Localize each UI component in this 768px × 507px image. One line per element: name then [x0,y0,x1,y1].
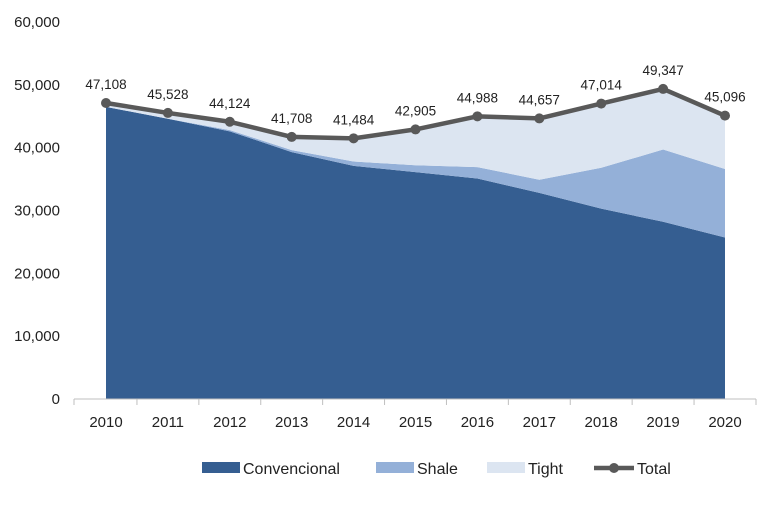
y-tick-label: 20,000 [14,265,60,282]
legend-swatch-tight [487,462,525,473]
x-tick-label: 2014 [337,414,370,431]
y-tick-label: 30,000 [14,203,60,220]
y-tick-label: 10,000 [14,328,60,345]
x-tick-label: 2019 [646,414,679,431]
data-label: 41,708 [271,111,312,126]
total-marker [162,107,173,118]
data-label: 47,014 [581,78,623,93]
area-layer [106,88,725,399]
y-tick-label: 40,000 [14,140,60,157]
area-convencional [106,106,725,399]
total-marker [472,111,483,122]
legend-swatch-convencional [202,462,240,473]
axes-layer: 0 10,000 20,000 30,000 40,000 50,000 60,000 201… [14,14,757,431]
data-label-layer: 47,108 45,528 44,124 41,708 41,484 42,905 44,9… [85,63,745,127]
data-label: 47,108 [85,77,126,92]
x-tick-label: 2015 [399,414,432,431]
legend: Convencional Shale Tight Total [202,461,671,478]
y-tick-label: 50,000 [14,77,60,94]
total-marker [224,116,235,127]
x-tick-label: 2011 [152,414,184,431]
y-tick-label: 60,000 [14,14,60,31]
x-tick-label: 2010 [89,414,122,431]
total-marker [720,110,730,121]
total-marker [596,98,607,109]
legend-label-convencional: Convencional [243,461,340,478]
total-line-layer [101,83,730,144]
legend-marker-total [609,463,619,473]
data-label: 44,124 [209,96,251,111]
legend-label-total: Total [637,461,671,478]
x-tick-label: 2016 [461,414,494,431]
data-label: 44,657 [519,92,560,107]
legend-label-tight: Tight [528,461,564,478]
data-label: 41,484 [333,112,375,127]
data-label: 44,988 [457,90,498,105]
y-tick-label: 0 [52,391,60,408]
legend-label-shale: Shale [417,461,458,478]
legend-swatch-shale [376,462,414,473]
x-tick-label: 2020 [708,414,741,431]
total-marker [410,124,421,135]
total-marker [286,131,297,142]
data-label: 45,096 [704,90,745,105]
total-marker [534,113,545,124]
x-tick-label: 2017 [523,414,556,431]
data-label: 42,905 [395,103,436,118]
x-tick-label: 2018 [585,414,618,431]
area-shale [106,106,725,238]
total-marker [101,98,111,109]
x-tick-label: 2013 [275,414,308,431]
total-marker [348,133,359,144]
data-label: 49,347 [642,63,683,78]
total-marker [658,83,669,94]
x-tick-label: 2012 [213,414,246,431]
data-label: 45,528 [147,87,188,102]
